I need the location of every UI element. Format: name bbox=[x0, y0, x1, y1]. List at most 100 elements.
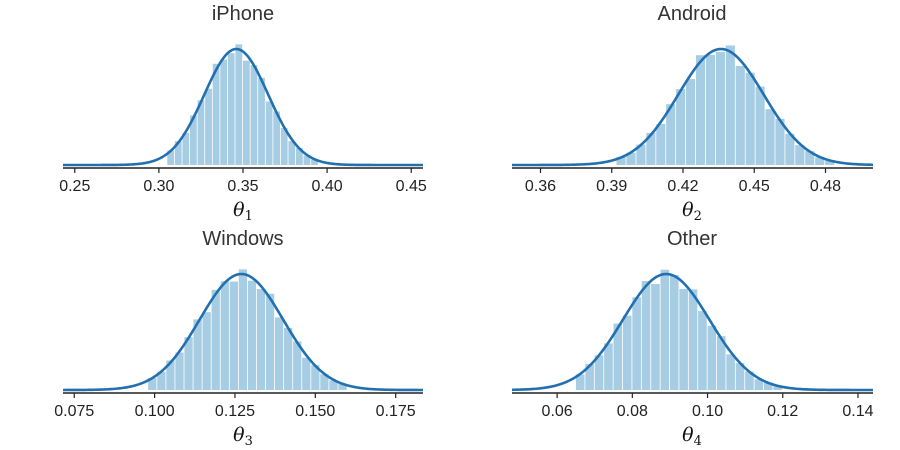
histogram-bar bbox=[785, 133, 795, 165]
histogram-bar bbox=[250, 65, 258, 165]
histogram-bar bbox=[754, 379, 764, 390]
histogram-bar bbox=[284, 327, 293, 390]
histogram-bar bbox=[735, 65, 745, 165]
histogram-bar bbox=[166, 360, 175, 390]
x-tick-label: 0.48 bbox=[810, 178, 841, 195]
density-curve bbox=[511, 272, 873, 392]
histogram-bar bbox=[258, 77, 265, 165]
histogram-bar bbox=[175, 352, 184, 390]
x-tick-label: 0.10 bbox=[692, 403, 723, 420]
x-tick-label: 0.40 bbox=[312, 178, 343, 195]
histogram-bar bbox=[825, 160, 835, 165]
histogram-bar bbox=[211, 289, 220, 390]
histogram-bar bbox=[695, 55, 706, 166]
histogram-bar bbox=[265, 101, 273, 165]
histogram-bar bbox=[725, 45, 735, 165]
histogram-bar bbox=[660, 269, 670, 390]
histogram-bar bbox=[303, 155, 311, 165]
x-tick-label: 0.35 bbox=[227, 178, 258, 195]
histogram-bar bbox=[651, 284, 660, 390]
panel-windows: Windows 0.075 0.100 0.125 0.150 0.175 θ3 bbox=[54, 228, 423, 449]
panel-title: Windows bbox=[202, 228, 283, 250]
histogram-bar bbox=[575, 374, 585, 390]
histogram-bar bbox=[679, 288, 688, 390]
panel-title: iPhone bbox=[212, 3, 274, 25]
histogram-bar bbox=[311, 365, 320, 390]
histogram-bar bbox=[585, 364, 594, 390]
x-tick-label: 0.125 bbox=[215, 403, 255, 420]
histogram-bar bbox=[280, 127, 288, 165]
panel-android: Android 0.36 0.39 0.42 0.45 0.48 θ2 bbox=[512, 3, 874, 224]
histogram-bar bbox=[202, 312, 211, 390]
histogram-bar bbox=[193, 319, 202, 390]
panel-title: Other bbox=[667, 228, 717, 250]
histogram-bar bbox=[265, 293, 275, 390]
x-tick-label: 0.08 bbox=[617, 403, 648, 420]
density-curve bbox=[63, 47, 423, 167]
histogram-bar bbox=[256, 289, 266, 390]
histogram-bar bbox=[212, 63, 220, 166]
histogram-bar bbox=[243, 60, 250, 165]
histogram-bar bbox=[726, 354, 735, 390]
histogram-bar bbox=[247, 280, 257, 390]
histogram-bar bbox=[745, 371, 754, 390]
histogram-bar bbox=[715, 51, 725, 165]
histogram-bar bbox=[646, 132, 656, 165]
histogram-bar bbox=[167, 150, 175, 165]
histogram-bar bbox=[765, 109, 775, 165]
histogram-bar bbox=[676, 89, 686, 165]
x-axis-label: θ2 bbox=[682, 199, 702, 224]
histogram-bar bbox=[238, 269, 248, 390]
panel-title: Android bbox=[658, 3, 727, 25]
histogram-bar bbox=[805, 151, 815, 165]
x-tick-label: 0.45 bbox=[739, 178, 770, 195]
histogram-bar bbox=[182, 132, 190, 165]
histogram-bar bbox=[338, 383, 347, 390]
histogram-bar bbox=[288, 141, 296, 165]
histogram-bar bbox=[626, 152, 636, 165]
histogram-bar bbox=[235, 44, 243, 165]
histogram-bar bbox=[632, 297, 641, 390]
histogram-bar bbox=[229, 281, 238, 390]
histogram-bar bbox=[197, 100, 205, 165]
density-curve bbox=[63, 272, 423, 392]
x-tick-label: 0.39 bbox=[596, 178, 627, 195]
histogram-bar bbox=[686, 79, 696, 165]
histogram-bar bbox=[184, 337, 193, 390]
histogram-bar bbox=[329, 380, 338, 390]
histogram-bar bbox=[795, 145, 805, 165]
histogram-bar bbox=[773, 385, 782, 390]
x-axis-label: θ1 bbox=[233, 199, 253, 224]
panel-other: Other 0.06 0.08 0.10 0.12 0.14 θ4 bbox=[511, 228, 874, 449]
x-tick-label: 0.150 bbox=[295, 403, 335, 420]
x-axis-label: θ4 bbox=[682, 424, 702, 449]
x-tick-label: 0.075 bbox=[54, 403, 94, 420]
histogram-bar bbox=[616, 156, 626, 165]
x-tick-label: 0.42 bbox=[667, 178, 698, 195]
histogram-bar bbox=[275, 317, 284, 390]
histogram-bar bbox=[698, 311, 707, 390]
histogram-bar bbox=[273, 111, 281, 165]
x-tick-label: 0.06 bbox=[542, 403, 573, 420]
x-tick-label: 0.175 bbox=[376, 403, 416, 420]
histogram-bar bbox=[157, 371, 166, 390]
x-tick-label: 0.25 bbox=[59, 178, 90, 195]
histogram-bar bbox=[594, 355, 604, 390]
histogram-bar bbox=[763, 382, 773, 390]
histogram-bar bbox=[669, 275, 679, 390]
histogram-bar bbox=[205, 88, 212, 165]
histogram-bar bbox=[775, 118, 785, 165]
histogram-bar bbox=[302, 357, 311, 390]
x-tick-label: 0.12 bbox=[767, 403, 798, 420]
histogram-bar bbox=[755, 86, 765, 165]
histogram-bar bbox=[656, 124, 666, 165]
histogram-bar bbox=[688, 289, 698, 390]
histogram-bar bbox=[705, 54, 716, 165]
x-tick-label: 0.100 bbox=[135, 403, 175, 420]
x-tick-label: 0.36 bbox=[525, 178, 556, 195]
histogram-bar bbox=[636, 144, 646, 165]
histogram-bar bbox=[220, 281, 229, 390]
histogram-bar bbox=[707, 325, 717, 390]
histogram-bar bbox=[641, 281, 651, 390]
histogram-bar bbox=[311, 159, 318, 165]
